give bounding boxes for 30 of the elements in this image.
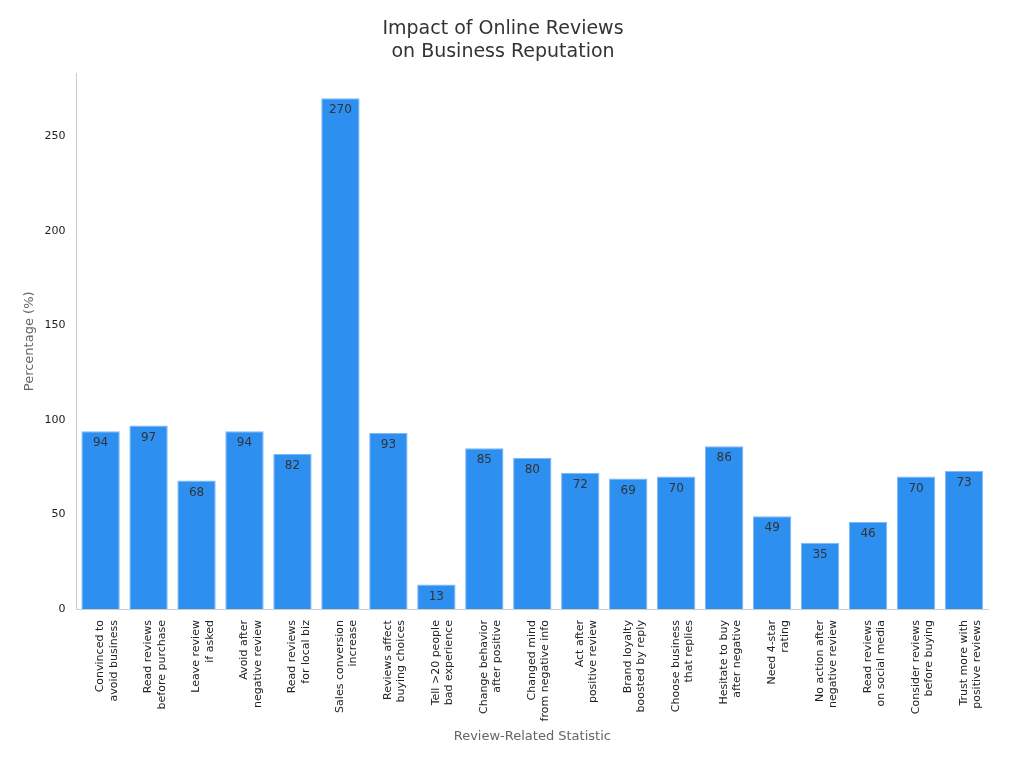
data-label: 70 (668, 480, 684, 495)
data-label: 94 (236, 435, 253, 450)
data-label: 72 (572, 476, 588, 491)
data-label: 80 (524, 461, 540, 476)
data-label: 70 (908, 480, 924, 495)
data-label: 86 (716, 450, 732, 465)
data-label: 270 (328, 102, 352, 117)
data-label: 97 (140, 429, 157, 444)
y-tick-label: 0 (58, 601, 66, 615)
data-label: 82 (284, 458, 301, 473)
y-axis-title: Percentage (%) (21, 291, 37, 392)
y-tick-label: 150 (44, 318, 66, 332)
data-label: 35 (812, 546, 828, 561)
x-tick-label: Need 4-star rating (765, 619, 792, 685)
chart-title: Impact of Online Reviews on Business Reputation (382, 16, 624, 62)
x-tick-label: Convinced to avoid business (93, 619, 120, 702)
data-label: 93 (380, 437, 397, 452)
data-label: 46 (860, 526, 876, 541)
data-label: 73 (956, 475, 972, 490)
data-label: 94 (92, 435, 109, 450)
y-tick-label: 250 (44, 128, 66, 142)
y-tick-label: 100 (44, 412, 66, 426)
data-label: 69 (620, 482, 636, 497)
y-tick-label: 200 (44, 223, 66, 237)
data-label: 13 (428, 588, 444, 603)
data-label: 85 (476, 452, 492, 467)
y-tick-label: 50 (51, 507, 66, 521)
data-label: 68 (188, 484, 205, 499)
x-axis-title: Review-Related Statistic (453, 727, 611, 743)
data-label: 49 (764, 520, 780, 535)
